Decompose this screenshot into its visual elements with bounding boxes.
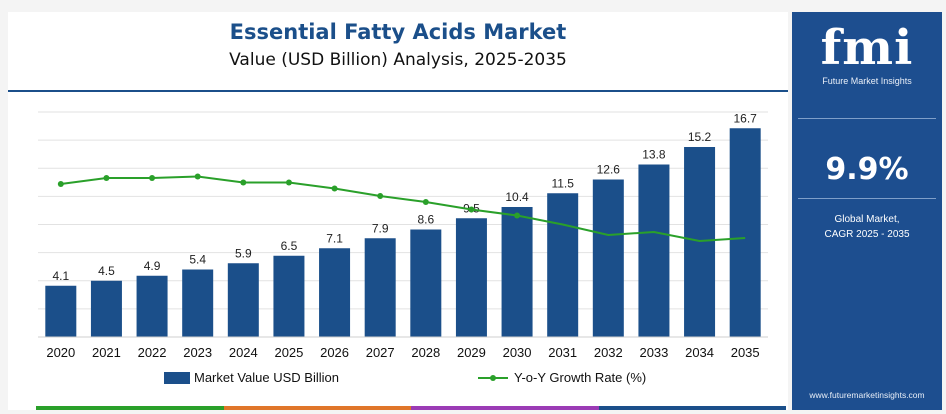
bar-value-label: 8.6 <box>417 213 434 227</box>
bar-value-label: 4.1 <box>52 269 69 283</box>
bar-value-label: 6.5 <box>281 239 298 253</box>
chart-title: Essential Fatty Acids Market <box>229 20 567 44</box>
bar-value-label: 13.8 <box>642 148 666 162</box>
bar-value-label: 7.9 <box>372 221 389 235</box>
x-tick-label: 2031 <box>548 345 577 360</box>
growth-point <box>57 181 64 187</box>
x-tick-label: 2023 <box>183 345 212 360</box>
growth-point <box>468 206 475 213</box>
bar <box>729 128 761 337</box>
growth-line <box>60 175 746 243</box>
growth-point <box>377 193 384 199</box>
bar <box>273 255 305 337</box>
growth-point <box>194 173 201 180</box>
x-tick-label: 2022 <box>138 345 167 360</box>
chart-subtitle: Value (USD Billion) Analysis, 2025-2035 <box>229 50 567 70</box>
x-tick-label: 2035 <box>731 345 760 360</box>
cagr-value: 9.9% <box>825 152 909 187</box>
bar <box>182 269 214 337</box>
x-tick-label: 2028 <box>411 345 440 360</box>
bar-value-label: 5.9 <box>235 246 252 260</box>
x-tick-label: 2026 <box>320 345 349 360</box>
legend-line-label: Y-o-Y Growth Rate (%) <box>514 370 646 385</box>
stripe-green <box>36 406 224 410</box>
growth-point <box>331 185 338 192</box>
bar-value-label: 11.5 <box>551 176 574 190</box>
bar <box>227 263 259 337</box>
x-tick-label: 2033 <box>639 345 668 360</box>
fmi-logo: fmi <box>820 20 914 76</box>
stripe-purple <box>411 406 599 410</box>
cagr-label-line1: Global Market, <box>834 214 900 225</box>
bar <box>638 164 670 337</box>
stripe-orange <box>223 406 411 410</box>
bar <box>455 218 487 337</box>
growth-point <box>149 175 156 181</box>
sidebar-panel: fmi Future Market Insights 9.9% Global M… <box>792 12 942 410</box>
bottom-stripe <box>36 406 786 410</box>
x-tick-label: 2021 <box>92 345 121 360</box>
growth-point <box>240 179 247 186</box>
growth-point <box>422 199 429 205</box>
bar-value-label: 16.7 <box>734 111 758 125</box>
bar <box>319 248 351 337</box>
bar <box>364 238 396 337</box>
x-tick-label: 2020 <box>46 345 75 360</box>
legend-bar-label: Market Value USD Billion <box>194 370 339 385</box>
x-tick-label: 2024 <box>229 345 258 360</box>
bar-value-label: 7.1 <box>326 231 343 245</box>
bar-value-label: 4.5 <box>98 264 115 278</box>
bar <box>501 207 533 337</box>
bar <box>410 229 442 337</box>
bar <box>45 285 77 337</box>
bar-value-label: 5.4 <box>189 253 206 267</box>
bar-value-label: 15.2 <box>688 130 712 144</box>
cagr-label: Global Market, CAGR 2025 - 2035 <box>792 212 942 242</box>
bar <box>90 280 122 337</box>
stripe-blue <box>598 406 786 410</box>
bar-value-label: 12.6 <box>597 163 621 177</box>
growth-point <box>103 175 110 181</box>
website-link[interactable]: www.futuremarketinsights.com <box>809 390 925 400</box>
cagr-label-line2: CAGR 2025 - 2035 <box>824 229 910 240</box>
sidebar-divider-mid <box>798 198 936 199</box>
market-chart: 4.1 2020 4.5 2021 4.9 2022 5.4 2023 5.9 2024 6.5 20… <box>38 111 768 385</box>
x-tick-label: 2032 <box>594 345 623 360</box>
legend-line-marker <box>490 375 496 381</box>
chart-card: Essential Fatty Acids Market Value (USD … <box>8 12 788 410</box>
sidebar-divider-top <box>798 118 936 119</box>
x-tick-label: 2034 <box>685 345 714 360</box>
x-tick-label: 2025 <box>274 345 303 360</box>
bar <box>592 179 624 337</box>
x-tick-label: 2029 <box>457 345 486 360</box>
bar <box>136 275 168 337</box>
x-tick-label: 2027 <box>366 345 395 360</box>
bar <box>547 193 579 337</box>
x-tick-label: 2030 <box>503 345 532 360</box>
growth-point <box>285 179 292 186</box>
logo-subtitle: Future Market Insights <box>822 76 912 86</box>
growth-point <box>514 212 521 219</box>
bar-value-label: 4.9 <box>144 259 161 273</box>
title-divider <box>8 90 788 92</box>
bar-value-label: 10.4 <box>505 190 529 204</box>
legend-bar-swatch <box>164 372 190 384</box>
